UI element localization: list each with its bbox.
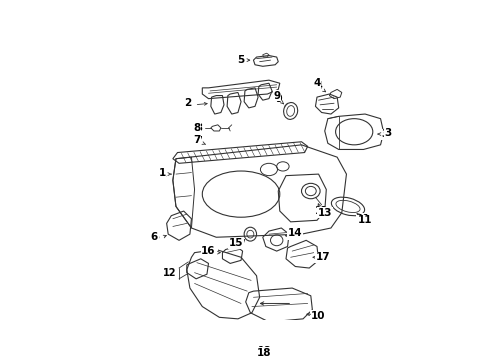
Text: 14: 14: [287, 229, 300, 239]
Text: 11: 11: [357, 214, 370, 224]
Text: 13: 13: [318, 208, 332, 217]
Text: 11: 11: [358, 215, 372, 225]
Text: 4: 4: [316, 81, 323, 91]
Text: 5: 5: [238, 55, 245, 65]
Text: 7: 7: [195, 136, 202, 146]
Text: 3: 3: [382, 129, 389, 139]
Text: 8: 8: [196, 123, 203, 133]
Text: 16: 16: [201, 246, 216, 256]
Text: 1: 1: [158, 167, 166, 177]
Text: 1: 1: [160, 169, 167, 179]
Text: 2: 2: [184, 98, 191, 108]
Text: 6: 6: [150, 232, 158, 242]
Text: 12: 12: [163, 267, 176, 278]
Text: 16: 16: [204, 248, 218, 258]
Text: 7: 7: [193, 135, 200, 145]
Text: 10: 10: [311, 311, 326, 321]
Text: 10: 10: [310, 311, 324, 321]
Text: 17: 17: [316, 252, 331, 262]
Text: 4: 4: [313, 78, 320, 88]
Text: 3: 3: [385, 127, 392, 138]
Text: 12: 12: [163, 267, 176, 278]
Text: 9: 9: [273, 91, 280, 100]
Text: 9: 9: [276, 94, 282, 104]
Text: 15: 15: [228, 238, 243, 248]
Text: 18: 18: [257, 348, 271, 358]
Text: 18: 18: [257, 346, 271, 356]
Text: 15: 15: [231, 238, 245, 248]
Text: 5: 5: [238, 55, 245, 65]
Text: 14: 14: [288, 228, 303, 238]
Text: 2: 2: [184, 100, 191, 110]
Text: 8: 8: [193, 123, 200, 133]
Text: 13: 13: [315, 206, 328, 216]
Text: 6: 6: [152, 232, 159, 242]
Text: 17: 17: [315, 252, 328, 262]
